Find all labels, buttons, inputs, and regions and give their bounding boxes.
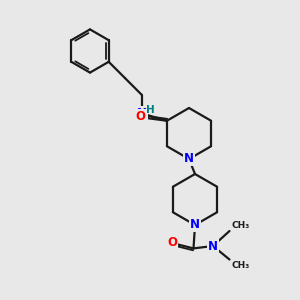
Text: N: N [190,218,200,232]
Text: N: N [184,152,194,166]
Text: H: H [146,105,155,115]
Text: CH₃: CH₃ [231,220,249,230]
Text: N: N [137,107,147,120]
Text: CH₃: CH₃ [231,261,249,270]
Text: N: N [208,239,218,253]
Text: O: O [136,110,146,123]
Text: O: O [167,236,177,249]
